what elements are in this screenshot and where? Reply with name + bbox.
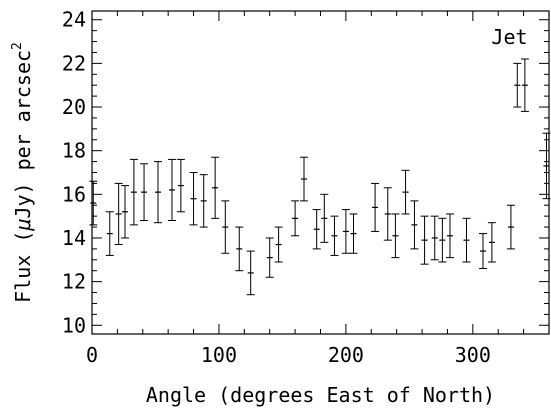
data-point	[462, 217, 471, 263]
data-point	[312, 209, 321, 250]
y-tick-label: 24	[62, 8, 86, 32]
data-point	[542, 132, 551, 200]
data-point	[320, 193, 329, 243]
data-point	[211, 156, 220, 219]
y-tick-label: 20	[62, 95, 86, 119]
y-axis-title-part: Jy) per arcsec	[11, 50, 35, 219]
data-point	[487, 222, 496, 263]
data-point	[520, 58, 529, 112]
data-point	[513, 62, 522, 108]
data-point	[274, 226, 283, 263]
y-tick-label: 18	[62, 139, 86, 163]
y-axis-title: Flux (μJy) per arcsec2	[10, 42, 35, 303]
x-tick-label: 200	[328, 343, 364, 367]
data-point	[129, 158, 138, 226]
plot-layer: 0 100 200 300 10 12 14 16 18 20 22 24	[62, 8, 550, 367]
y-tick-label: 22	[62, 51, 86, 75]
data-point	[371, 182, 380, 232]
data-point	[235, 226, 244, 272]
data-point	[89, 180, 98, 226]
x-axis-title: Angle (degrees East of North)	[146, 383, 495, 407]
y-axis-title-mu: μ	[11, 219, 35, 232]
x-tick-label: 300	[455, 343, 491, 367]
data-point	[349, 213, 358, 254]
y-tick-label: 10	[62, 313, 86, 337]
y-axis-title-part: Flux (	[11, 231, 35, 303]
data-marks	[89, 58, 551, 296]
x-tick-label: 0	[86, 343, 98, 367]
y-tick-label: 16	[62, 182, 86, 206]
y-tick-label: 12	[62, 270, 86, 294]
data-point	[445, 213, 454, 259]
data-point	[438, 217, 447, 263]
data-point	[121, 185, 130, 239]
data-point	[176, 158, 185, 213]
data-point	[299, 156, 308, 202]
data-point	[114, 182, 123, 246]
data-point	[410, 200, 419, 250]
data-point	[506, 204, 515, 250]
jet-annotation: Jet	[491, 25, 527, 49]
y-tick-label: 14	[62, 226, 86, 250]
plot-frame	[91, 10, 550, 335]
data-point	[383, 187, 392, 241]
data-point	[105, 211, 114, 256]
data-point	[167, 158, 176, 222]
data-point	[478, 233, 487, 270]
data-point	[420, 215, 429, 265]
data-point	[154, 161, 163, 224]
data-point	[401, 169, 410, 215]
data-point	[330, 215, 339, 256]
data-point	[341, 209, 350, 254]
data-point	[189, 172, 198, 226]
x-tick-label: 100	[201, 343, 237, 367]
y-axis-title-superscript: 2	[10, 42, 25, 50]
data-point	[140, 163, 149, 222]
data-point	[199, 174, 208, 228]
data-point	[430, 215, 439, 261]
data-point	[265, 237, 274, 278]
data-point	[391, 213, 400, 259]
data-point	[246, 250, 255, 296]
data-point	[221, 200, 230, 254]
data-point	[291, 200, 300, 237]
